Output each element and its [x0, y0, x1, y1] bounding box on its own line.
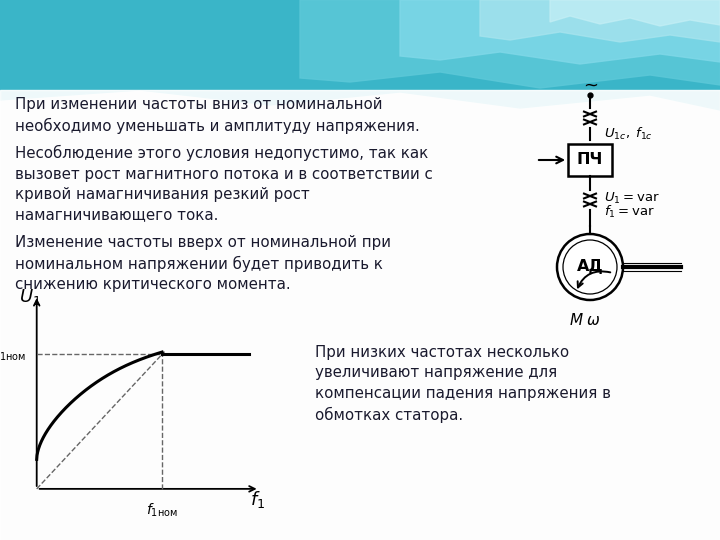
Bar — [0, 90, 720, 540]
Text: $f_1 = \mathrm{var}$: $f_1 = \mathrm{var}$ — [604, 204, 654, 220]
Text: $U_{1\mathrm{ном}}$: $U_{1\mathrm{ном}}$ — [0, 346, 26, 362]
Polygon shape — [300, 0, 720, 88]
Text: $U_1$: $U_1$ — [19, 287, 41, 307]
Text: Несоблюдение этого условия недопустимо, так как
вызовет рост магнитного потока и: Несоблюдение этого условия недопустимо, … — [15, 145, 433, 222]
Polygon shape — [0, 0, 720, 110]
Circle shape — [557, 234, 623, 300]
Text: При низких частотах несколько
увеличивают напряжение для
компенсации падения нап: При низких частотах несколько увеличиваю… — [315, 345, 611, 423]
Text: $U_{1c},\;f_{1c}$: $U_{1c},\;f_{1c}$ — [604, 126, 653, 142]
Text: $M\;\omega$: $M\;\omega$ — [570, 312, 600, 328]
Bar — [568, 144, 612, 176]
Text: ПЧ: ПЧ — [577, 152, 603, 167]
Text: $U_1 = \mathrm{var}$: $U_1 = \mathrm{var}$ — [604, 191, 660, 206]
Text: ~: ~ — [583, 77, 598, 95]
Text: $f_{1\mathrm{ном}}$: $f_{1\mathrm{ном}}$ — [146, 502, 178, 519]
Text: $f_1$: $f_1$ — [250, 489, 266, 510]
Polygon shape — [480, 0, 720, 42]
Text: АД: АД — [577, 260, 603, 274]
Polygon shape — [550, 0, 720, 26]
Text: При изменении частоты вниз от номинальной
необходимо уменьшать и амплитуду напря: При изменении частоты вниз от номинально… — [15, 97, 420, 134]
Polygon shape — [400, 0, 720, 64]
Text: Изменение частоты вверх от номинальной при
номинальном напряжении будет приводит: Изменение частоты вверх от номинальной п… — [15, 235, 391, 293]
